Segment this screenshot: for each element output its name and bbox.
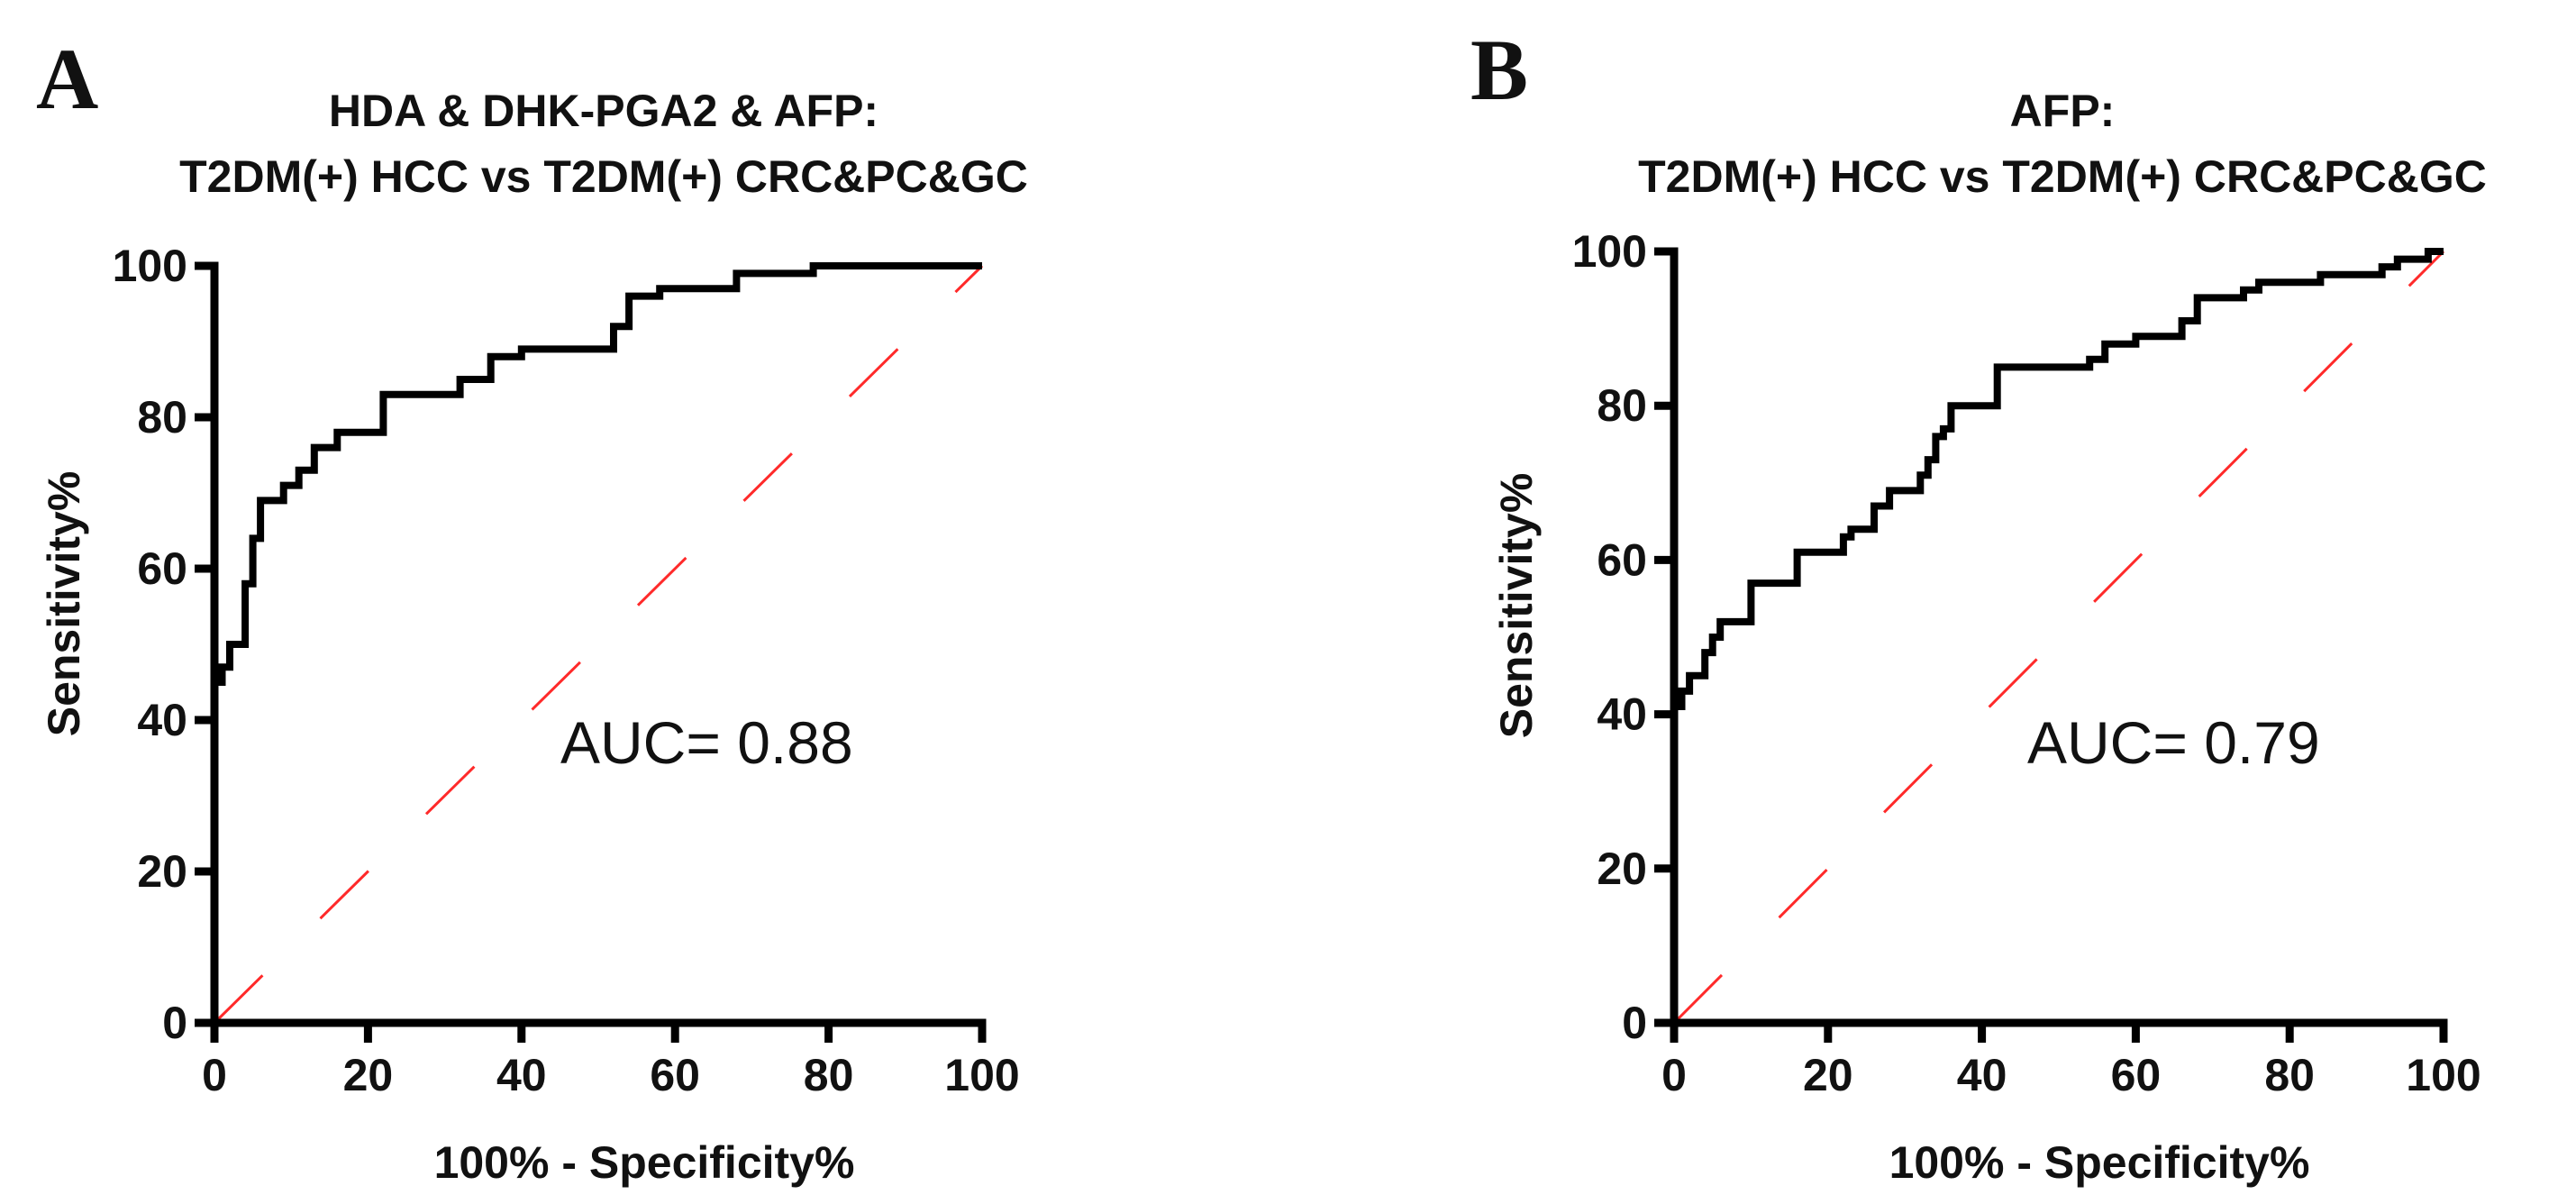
panel-b-roc-curve bbox=[1674, 248, 2444, 710]
panel-a-x-tick-label-100: 100 bbox=[944, 1050, 1019, 1100]
panel-a-reference-line bbox=[213, 264, 984, 1025]
panel-a-x-tick-label-60: 60 bbox=[650, 1050, 700, 1100]
panel-a-x-tick-label-0: 0 bbox=[202, 1050, 227, 1100]
panel-b-y-tick-label-40: 40 bbox=[1597, 689, 1647, 740]
panel-b-x-tick-label-40: 40 bbox=[1957, 1050, 2007, 1100]
panel-b-label: B bbox=[1470, 22, 1528, 118]
panel-b-title-line-2: T2DM(+) HCC vs T2DM(+) CRC&PC&GC bbox=[1638, 151, 2487, 202]
panel-b-y-tick-label-20: 20 bbox=[1597, 844, 1647, 894]
panel-b-y-tick-label-60: 60 bbox=[1597, 534, 1647, 585]
panel-b-auc-annotation: AUC= 0.79 bbox=[2027, 709, 2320, 776]
panel-b-plot: 0 20 40 60 80 100 0 20 40 60 80 100 bbox=[1572, 226, 2481, 1100]
panel-a-title-line-1: HDA & DHK-PGA2 & AFP: bbox=[329, 86, 878, 136]
panel-a-x-tick-label-40: 40 bbox=[496, 1050, 547, 1100]
panel-a-x-axis-label: 100% - Specificity% bbox=[434, 1137, 855, 1188]
panel-a-label: A bbox=[36, 31, 98, 127]
panel-b-x-tick-label-60: 60 bbox=[2111, 1050, 2162, 1100]
panel-b-x-tick-label-100: 100 bbox=[2406, 1050, 2480, 1100]
panel-b-x-tick-label-20: 20 bbox=[1803, 1050, 1853, 1100]
panel-b-y-tick-label-100: 100 bbox=[1572, 226, 1647, 277]
panel-b-x-axis-label: 100% - Specificity% bbox=[1889, 1137, 2310, 1188]
panel-a-y-tick-label-20: 20 bbox=[137, 846, 187, 897]
panel-b: B AFP: T2DM(+) HCC vs T2DM(+) CRC&PC&GC … bbox=[1470, 22, 2487, 1188]
panel-a-x-tick-label-80: 80 bbox=[804, 1050, 854, 1100]
panel-b-y-tick-label-0: 0 bbox=[1622, 998, 1647, 1048]
panel-b-reference-line bbox=[1672, 250, 2445, 1025]
panel-a-x-tick-label-20: 20 bbox=[343, 1050, 394, 1100]
panel-a-y-tick-label-60: 60 bbox=[137, 543, 187, 594]
panel-a-roc-curve bbox=[211, 262, 982, 690]
panel-a-plot: 0 20 40 60 80 100 0 20 40 60 80 100 bbox=[113, 241, 1020, 1100]
panel-a-title-line-2: T2DM(+) HCC vs T2DM(+) CRC&PC&GC bbox=[179, 151, 1028, 202]
panel-a-y-tick-label-0: 0 bbox=[162, 998, 187, 1048]
panel-b-y-tick-label-80: 80 bbox=[1597, 380, 1647, 431]
panel-b-x-tick-label-80: 80 bbox=[2264, 1050, 2315, 1100]
panel-b-y-axis-label: Sensitivity% bbox=[1491, 473, 1542, 739]
panel-a: A HDA & DHK-PGA2 & AFP: T2DM(+) HCC vs T… bbox=[36, 31, 1028, 1188]
panel-a-y-tick-label-40: 40 bbox=[137, 695, 187, 745]
panel-b-x-tick-label-0: 0 bbox=[1661, 1050, 1687, 1100]
panel-a-auc-annotation: AUC= 0.88 bbox=[560, 709, 853, 776]
panel-a-y-tick-label-100: 100 bbox=[113, 241, 187, 291]
panel-a-y-tick-label-80: 80 bbox=[137, 392, 187, 442]
panel-b-title-line-1: AFP: bbox=[2010, 86, 2116, 136]
panel-a-y-axis-label: Sensitivity% bbox=[39, 471, 89, 737]
